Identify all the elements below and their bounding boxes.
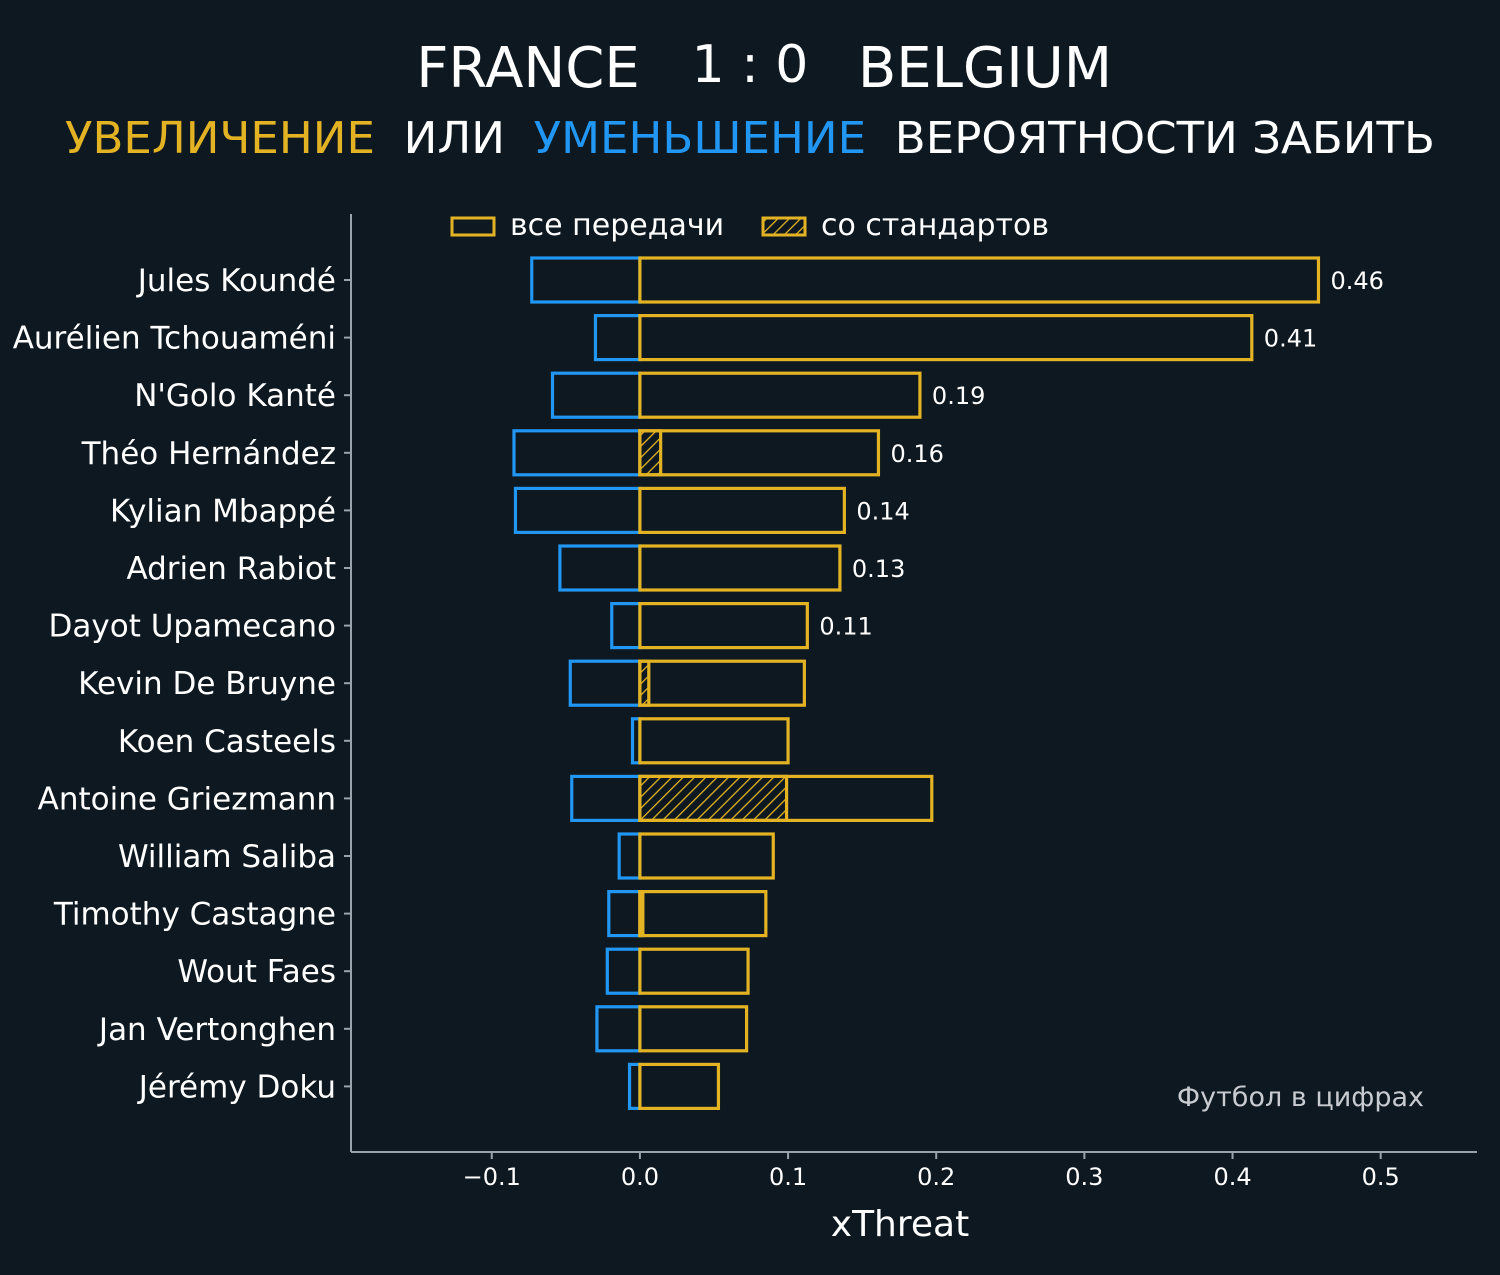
- y-tick-label-wout-faes: Wout Faes: [177, 954, 336, 990]
- y-tick-label-theo-hernandez: Théo Hernández: [81, 436, 336, 472]
- legend-swatch-set-pieces: [761, 216, 807, 237]
- y-tick-label-timothy-castagne: Timothy Castagne: [53, 897, 336, 933]
- bar-all-passes-kevin-de-bruyne: [638, 659, 806, 707]
- bar-decrease-wout-faes: [605, 947, 642, 995]
- x-tick-label: 0.5: [1362, 1163, 1400, 1191]
- bar-set-pieces-antoine-griezmann: [638, 774, 789, 823]
- home-team-name: FRANCE: [416, 36, 640, 101]
- legend-label-set-pieces: со стандартов: [821, 208, 1049, 243]
- match-score: 1 : 0: [692, 35, 809, 95]
- bar-decrease-kevin-de-bruyne: [568, 659, 642, 707]
- y-tick-label-kevin-de-bruyne: Kevin De Bruyne: [78, 666, 336, 702]
- bar-all-passes-n-golo-kante: [638, 371, 922, 419]
- y-tick-label-jeremy-doku: Jérémy Doku: [137, 1069, 336, 1105]
- bar-all-passes-aurelien-tchouameni: [638, 314, 1254, 362]
- y-tick-label-antoine-griezmann: Antoine Griezmann: [38, 781, 336, 817]
- subtitle-rest: ВЕРОЯТНОСТИ ЗАБИТЬ: [895, 113, 1435, 164]
- chart-subtitle: УВЕЛИЧЕНИЕ ИЛИ УМЕНЬШЕНИЕ ВЕРОЯТНОСТИ ЗА…: [65, 113, 1435, 164]
- bar-all-passes-william-saliba: [638, 832, 775, 880]
- x-tick-label: 0.4: [1213, 1163, 1251, 1191]
- y-tick-labels: Jules Koundé Aurélien Tchouaméni N'Golo Ka…: [13, 263, 351, 1105]
- value-label-dayot-upamecano: 0.11: [819, 613, 872, 641]
- bar-all-passes-jeremy-doku: [638, 1062, 721, 1111]
- y-tick-label-william-saliba: William Saliba: [118, 839, 336, 875]
- legend-swatch-all-passes: [450, 216, 496, 237]
- bar-all-passes-dayot-upamecano: [638, 601, 809, 650]
- x-tick-label: −0.1: [463, 1163, 521, 1191]
- bar-decrease-n-golo-kante: [550, 371, 642, 419]
- bar-decrease-dayot-upamecano: [610, 601, 642, 650]
- value-label-jules-kounde: 0.46: [1330, 267, 1383, 295]
- bar-decrease-theo-hernandez: [512, 429, 642, 477]
- bars-group: 0.46 0.41 0.19 0.16 0.14 0.13 0.11: [512, 256, 1384, 1111]
- subtitle-decrease: УМЕНЬШЕНИЕ: [534, 113, 866, 164]
- bar-all-passes-adrien-rabiot: [638, 544, 842, 592]
- x-tick-label: 0.2: [917, 1163, 955, 1191]
- y-tick-label-adrien-rabiot: Adrien Rabiot: [126, 551, 336, 587]
- y-tick-label-dayot-upamecano: Dayot Upamecano: [49, 609, 336, 645]
- x-axis-label: xThreat: [831, 1204, 969, 1245]
- bar-all-passes-jules-kounde: [638, 256, 1321, 304]
- bar-decrease-kylian-mbappe: [513, 486, 642, 534]
- y-tick-label-aurelien-tchouameni: Aurélien Tchouaméni: [13, 321, 336, 357]
- bar-all-passes-koen-casteels: [638, 717, 790, 765]
- bar-decrease-antoine-griezmann: [570, 774, 642, 823]
- watermark: Футбол в цифрах: [1177, 1082, 1424, 1113]
- bar-all-passes-antoine-griezmann: [638, 774, 934, 823]
- bar-decrease-timothy-castagne: [607, 889, 642, 938]
- legend-label-all-passes: все передачи: [510, 208, 724, 243]
- away-team-name: BELGIUM: [858, 36, 1112, 101]
- bar-decrease-jan-vertonghen: [595, 1005, 642, 1053]
- value-label-adrien-rabiot: 0.13: [852, 555, 905, 583]
- y-tick-label-jules-kounde: Jules Koundé: [136, 263, 336, 299]
- bar-set-pieces-theo-hernandez: [638, 429, 663, 477]
- y-tick-label-n-golo-kante: N'Golo Kanté: [134, 378, 336, 414]
- x-tick-label: 0.1: [769, 1163, 807, 1191]
- value-label-theo-hernandez: 0.16: [890, 440, 943, 468]
- chart-legend: все передачи со стандартов: [450, 208, 1049, 243]
- bar-decrease-adrien-rabiot: [558, 544, 642, 592]
- value-label-kylian-mbappe: 0.14: [856, 497, 909, 525]
- bar-all-passes-wout-faes: [638, 947, 750, 995]
- bar-decrease-aurelien-tchouameni: [593, 314, 642, 362]
- value-label-n-golo-kante: 0.19: [932, 382, 985, 410]
- y-tick-label-koen-casteels: Koen Casteels: [118, 724, 336, 760]
- bar-all-passes-theo-hernandez: [638, 429, 881, 477]
- bar-decrease-jules-kounde: [530, 256, 642, 304]
- y-tick-label-kylian-mbappe: Kylian Mbappé: [110, 493, 336, 529]
- bar-all-passes-jan-vertonghen: [638, 1005, 749, 1053]
- subtitle-increase: УВЕЛИЧЕНИЕ: [65, 113, 375, 164]
- x-ticks: −0.1 0.0 0.1 0.2 0.3 0.4 0.5: [463, 1152, 1400, 1191]
- bar-all-passes-timothy-castagne: [638, 889, 768, 938]
- x-tick-label: 0.0: [621, 1163, 659, 1191]
- x-tick-label: 0.3: [1065, 1163, 1103, 1191]
- bar-decrease-william-saliba: [617, 832, 642, 880]
- bar-all-passes-kylian-mbappe: [638, 486, 846, 534]
- subtitle-or: ИЛИ: [404, 113, 505, 164]
- value-label-aurelien-tchouameni: 0.41: [1264, 325, 1317, 353]
- y-tick-label-jan-vertonghen: Jan Vertonghen: [97, 1012, 336, 1048]
